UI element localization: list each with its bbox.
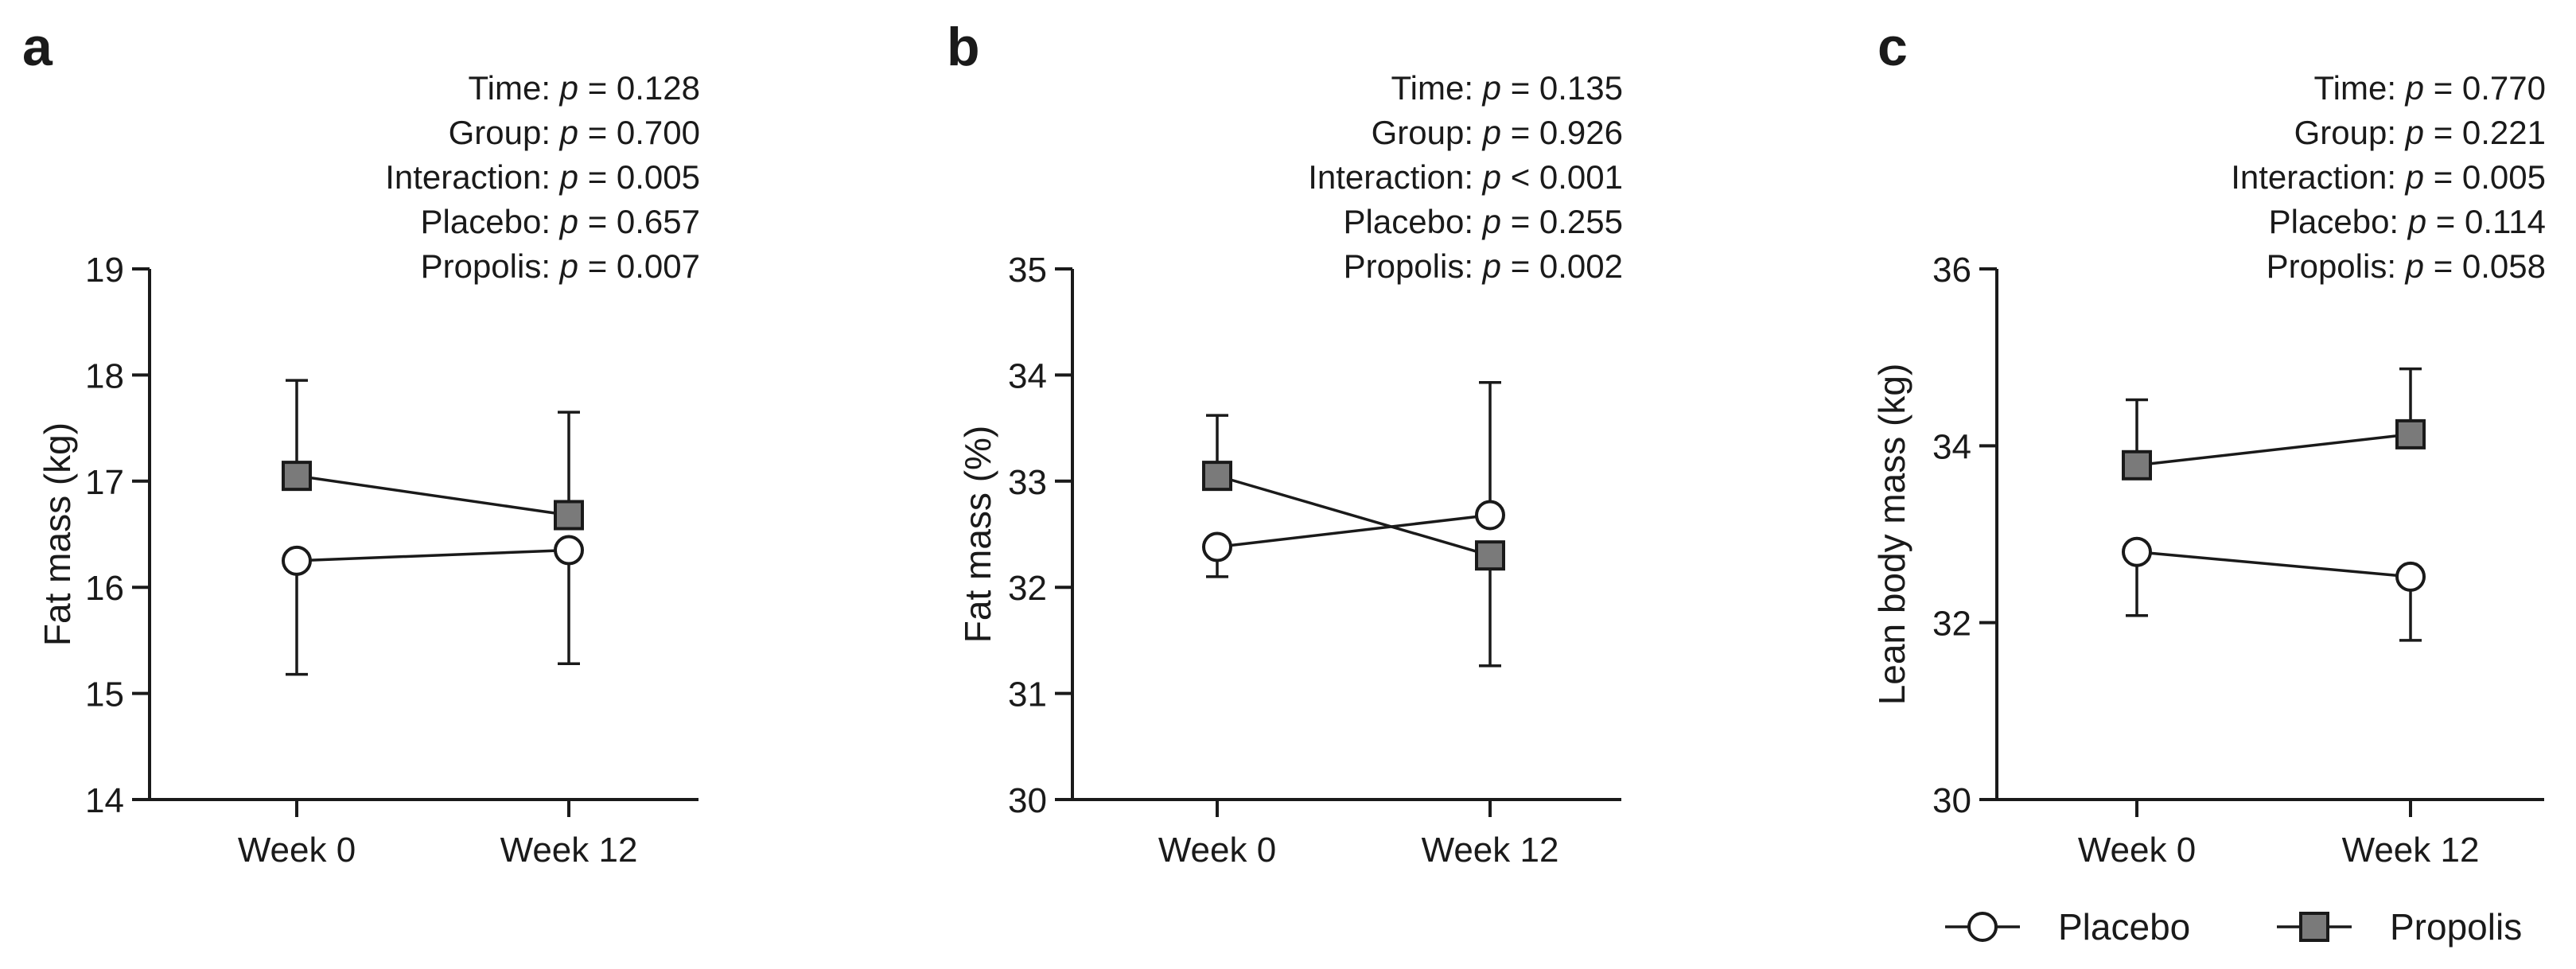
legend-label: Placebo — [2058, 906, 2190, 948]
y-tick-label: 14 — [85, 781, 124, 820]
data-point-placebo — [2122, 536, 2152, 567]
data-point-placebo — [554, 535, 584, 566]
stat-line: Time: p = 0.135 — [1391, 69, 1623, 107]
x-tick-label: Week 0 — [1158, 831, 1276, 870]
data-point-placebo — [1202, 531, 1232, 562]
y-axis-label: Lean body mass (kg) — [1871, 364, 1913, 706]
series-line — [2136, 550, 2411, 578]
stats-block: Time: p = 0.770 Group: p = 0.221 Interacti… — [2231, 69, 2546, 285]
legend-marker-placebo — [1967, 912, 1998, 942]
x-tick-label: Week 0 — [2078, 831, 2196, 870]
y-tick-label: 32 — [1008, 569, 1047, 608]
x-tick-label: Week 12 — [1422, 831, 1559, 870]
stat-line: Interaction: p = 0.005 — [385, 158, 700, 196]
y-tick-label: 31 — [1008, 675, 1047, 714]
stats-block: Time: p = 0.135 Group: p = 0.926 Interacti… — [1308, 69, 1623, 285]
data-point-propolis — [554, 500, 584, 531]
legend-label: Propolis — [2390, 906, 2522, 948]
stat-line: Time: p = 0.770 — [2314, 69, 2546, 107]
y-axis-label: Fat mass (kg) — [37, 422, 78, 646]
stat-line: Time: p = 0.128 — [469, 69, 700, 107]
y-tick-label: 34 — [1008, 356, 1047, 395]
stat-line: Placebo: p = 0.657 — [421, 203, 700, 240]
legend-marker-propolis — [2299, 912, 2329, 942]
stat-line: Interaction: p < 0.001 — [1308, 158, 1623, 196]
series-placebo — [1202, 380, 1505, 578]
y-tick-label: 36 — [1932, 251, 1971, 290]
y-tick-label: 35 — [1008, 251, 1047, 290]
stat-line: Propolis: p = 0.007 — [421, 247, 700, 285]
stat-line: Group: p = 0.926 — [1372, 114, 1623, 151]
data-point-propolis — [282, 461, 312, 492]
data-point-propolis — [2395, 418, 2426, 449]
y-tick-label: 19 — [85, 251, 124, 290]
data-point-propolis — [1202, 461, 1232, 492]
data-point-placebo — [282, 545, 312, 576]
y-axis-label: Fat mass (%) — [957, 426, 998, 643]
x-tick-label: Week 0 — [238, 831, 356, 870]
stat-line: Propolis: p = 0.058 — [2267, 247, 2546, 285]
panel-b: b Time: p = 0.135 Group: p = 0.926 Interact… — [947, 17, 1623, 870]
panel-letter: c — [1878, 17, 1908, 77]
y-tick-label: 16 — [85, 569, 124, 608]
panel-letter: b — [947, 17, 980, 77]
stat-line: Group: p = 0.700 — [449, 114, 700, 151]
stat-line: Interaction: p = 0.005 — [2231, 158, 2546, 196]
panel-letter: a — [22, 17, 53, 77]
x-tick-label: Week 12 — [2342, 831, 2480, 870]
y-tick-label: 18 — [85, 356, 124, 395]
y-tick-label: 15 — [85, 675, 124, 714]
data-point-placebo — [1475, 500, 1505, 531]
series-propolis — [282, 379, 584, 531]
stat-line: Propolis: p = 0.002 — [1344, 247, 1623, 285]
legend: Placebo Propolis — [1945, 906, 2522, 948]
data-point-propolis — [1475, 540, 1505, 571]
series-propolis — [1202, 414, 1505, 667]
panel-c: c Time: p = 0.770 Group: p = 0.221 Interact… — [1871, 17, 2546, 870]
stat-line: Placebo: p = 0.114 — [2269, 203, 2546, 240]
y-tick-label: 33 — [1008, 463, 1047, 502]
data-point-propolis — [2122, 449, 2152, 481]
stat-line: Group: p = 0.221 — [2294, 114, 2546, 151]
y-tick-label: 30 — [1008, 781, 1047, 820]
x-tick-label: Week 12 — [500, 831, 638, 870]
series-propolis — [2122, 367, 2426, 481]
series-line — [1216, 474, 1491, 557]
stat-line: Placebo: p = 0.255 — [1344, 203, 1623, 240]
y-tick-label: 30 — [1932, 781, 1971, 820]
data-point-placebo — [2395, 561, 2426, 592]
panel-a: a Time: p = 0.128 Group: p = 0.700 Interact… — [22, 17, 700, 870]
series-line — [296, 548, 570, 562]
series-line — [1216, 513, 1491, 549]
series-line — [2136, 433, 2411, 467]
y-tick-label: 34 — [1932, 427, 1971, 466]
series-placebo — [2122, 536, 2426, 642]
stats-block: Time: p = 0.128 Group: p = 0.700 Interacti… — [385, 69, 700, 285]
y-tick-label: 32 — [1932, 605, 1971, 644]
series-placebo — [282, 535, 584, 676]
series-line — [296, 474, 570, 517]
y-tick-label: 17 — [85, 463, 124, 502]
